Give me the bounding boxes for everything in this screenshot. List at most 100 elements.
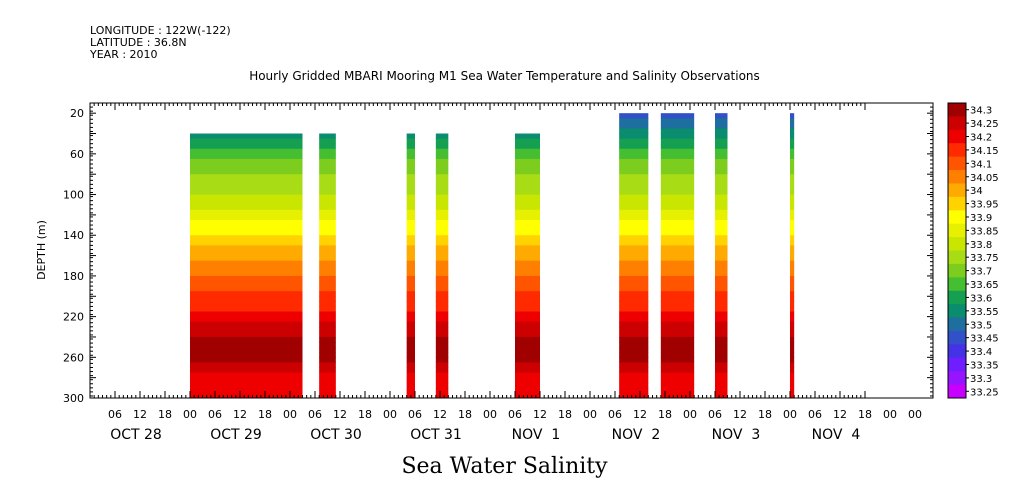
salinity-cell bbox=[190, 245, 303, 251]
salinity-cell bbox=[515, 255, 540, 262]
salinity-cell bbox=[319, 250, 336, 257]
salinity-cell bbox=[406, 255, 415, 262]
salinity-cell bbox=[715, 296, 728, 302]
colorbar-label: 33.4 bbox=[970, 347, 992, 358]
salinity-cell bbox=[715, 179, 728, 185]
salinity-cell bbox=[660, 235, 695, 241]
salinity-cell bbox=[406, 321, 415, 328]
salinity-cell bbox=[319, 179, 336, 185]
salinity-cell bbox=[319, 199, 336, 206]
salinity-cell bbox=[435, 143, 449, 150]
salinity-cell bbox=[660, 118, 695, 124]
salinity-cell bbox=[619, 382, 649, 389]
salinity-cell bbox=[619, 128, 649, 135]
x-tick-label: 18 bbox=[458, 408, 472, 421]
salinity-cell bbox=[715, 153, 728, 160]
salinity-cell bbox=[406, 179, 415, 185]
salinity-cell bbox=[790, 352, 795, 358]
salinity-cell bbox=[319, 245, 336, 251]
salinity-cell bbox=[406, 286, 415, 292]
data-segment bbox=[660, 113, 695, 399]
salinity-cell bbox=[190, 148, 303, 155]
salinity-cell bbox=[515, 174, 540, 180]
x-tick-label: 00 bbox=[883, 408, 897, 421]
salinity-cell bbox=[515, 158, 540, 165]
salinity-cell bbox=[406, 148, 415, 155]
salinity-cell bbox=[406, 184, 415, 190]
salinity-cell bbox=[435, 296, 449, 302]
salinity-cell bbox=[715, 352, 728, 358]
salinity-cell bbox=[515, 189, 540, 196]
salinity-cell bbox=[515, 382, 540, 389]
salinity-cell bbox=[190, 158, 303, 165]
salinity-cell bbox=[619, 158, 649, 165]
salinity-cell bbox=[619, 281, 649, 287]
salinity-cell bbox=[660, 225, 695, 231]
salinity-cell bbox=[319, 219, 336, 226]
x-tick-label: 06 bbox=[108, 408, 122, 421]
salinity-cell bbox=[660, 143, 695, 150]
salinity-cell bbox=[190, 164, 303, 170]
salinity-cell bbox=[619, 347, 649, 353]
salinity-cell bbox=[715, 265, 728, 272]
salinity-cell bbox=[619, 286, 649, 292]
salinity-cell bbox=[406, 352, 415, 358]
y-axis-label: DEPTH (m) bbox=[35, 220, 48, 280]
salinity-cell bbox=[435, 204, 449, 211]
salinity-cell bbox=[319, 321, 336, 328]
salinity-cell bbox=[515, 311, 540, 318]
x-tick-label: 06 bbox=[708, 408, 722, 421]
salinity-cell bbox=[660, 153, 695, 160]
salinity-cell bbox=[660, 270, 695, 277]
salinity-cell bbox=[619, 194, 649, 201]
salinity-cell bbox=[619, 133, 649, 140]
x-tick-label: 00 bbox=[683, 408, 697, 421]
salinity-cell bbox=[660, 281, 695, 287]
salinity-cell bbox=[190, 336, 303, 343]
salinity-cell bbox=[319, 169, 336, 175]
salinity-cell bbox=[435, 148, 449, 155]
salinity-cell bbox=[790, 275, 795, 282]
salinity-cell bbox=[435, 158, 449, 165]
salinity-cell bbox=[190, 301, 303, 307]
salinity-cell bbox=[660, 357, 695, 363]
salinity-cell bbox=[790, 250, 795, 257]
salinity-cell bbox=[660, 347, 695, 353]
salinity-cell bbox=[790, 174, 795, 180]
colorbar-swatch bbox=[948, 143, 966, 158]
salinity-cell bbox=[190, 362, 303, 368]
data-segment bbox=[435, 133, 449, 399]
salinity-cell bbox=[435, 387, 449, 394]
salinity-cell bbox=[660, 179, 695, 185]
salinity-cell bbox=[619, 235, 649, 241]
salinity-cell bbox=[660, 265, 695, 272]
salinity-cell bbox=[715, 194, 728, 201]
salinity-cell bbox=[515, 245, 540, 251]
salinity-cell bbox=[435, 219, 449, 226]
salinity-cell bbox=[435, 286, 449, 292]
salinity-cell bbox=[515, 331, 540, 338]
x-tick-label: 18 bbox=[858, 408, 872, 421]
salinity-cell bbox=[715, 138, 728, 145]
salinity-cell bbox=[190, 296, 303, 302]
salinity-cell bbox=[660, 326, 695, 333]
salinity-cell bbox=[715, 260, 728, 267]
salinity-cell bbox=[790, 225, 795, 231]
salinity-cell bbox=[435, 179, 449, 185]
salinity-cell bbox=[515, 133, 540, 140]
salinity-cell bbox=[515, 336, 540, 343]
colorbar-swatch bbox=[948, 384, 966, 399]
salinity-cell bbox=[406, 306, 415, 313]
salinity-cell bbox=[406, 169, 415, 175]
salinity-cell bbox=[515, 184, 540, 190]
salinity-cell bbox=[790, 291, 795, 297]
salinity-cell bbox=[660, 148, 695, 155]
salinity-cell bbox=[435, 153, 449, 160]
salinity-cell bbox=[406, 133, 415, 140]
salinity-cell bbox=[715, 357, 728, 363]
salinity-cell bbox=[435, 301, 449, 307]
x-tick-label: 18 bbox=[258, 408, 272, 421]
data-segment bbox=[715, 113, 728, 399]
salinity-cell bbox=[790, 377, 795, 384]
salinity-cell bbox=[406, 250, 415, 257]
